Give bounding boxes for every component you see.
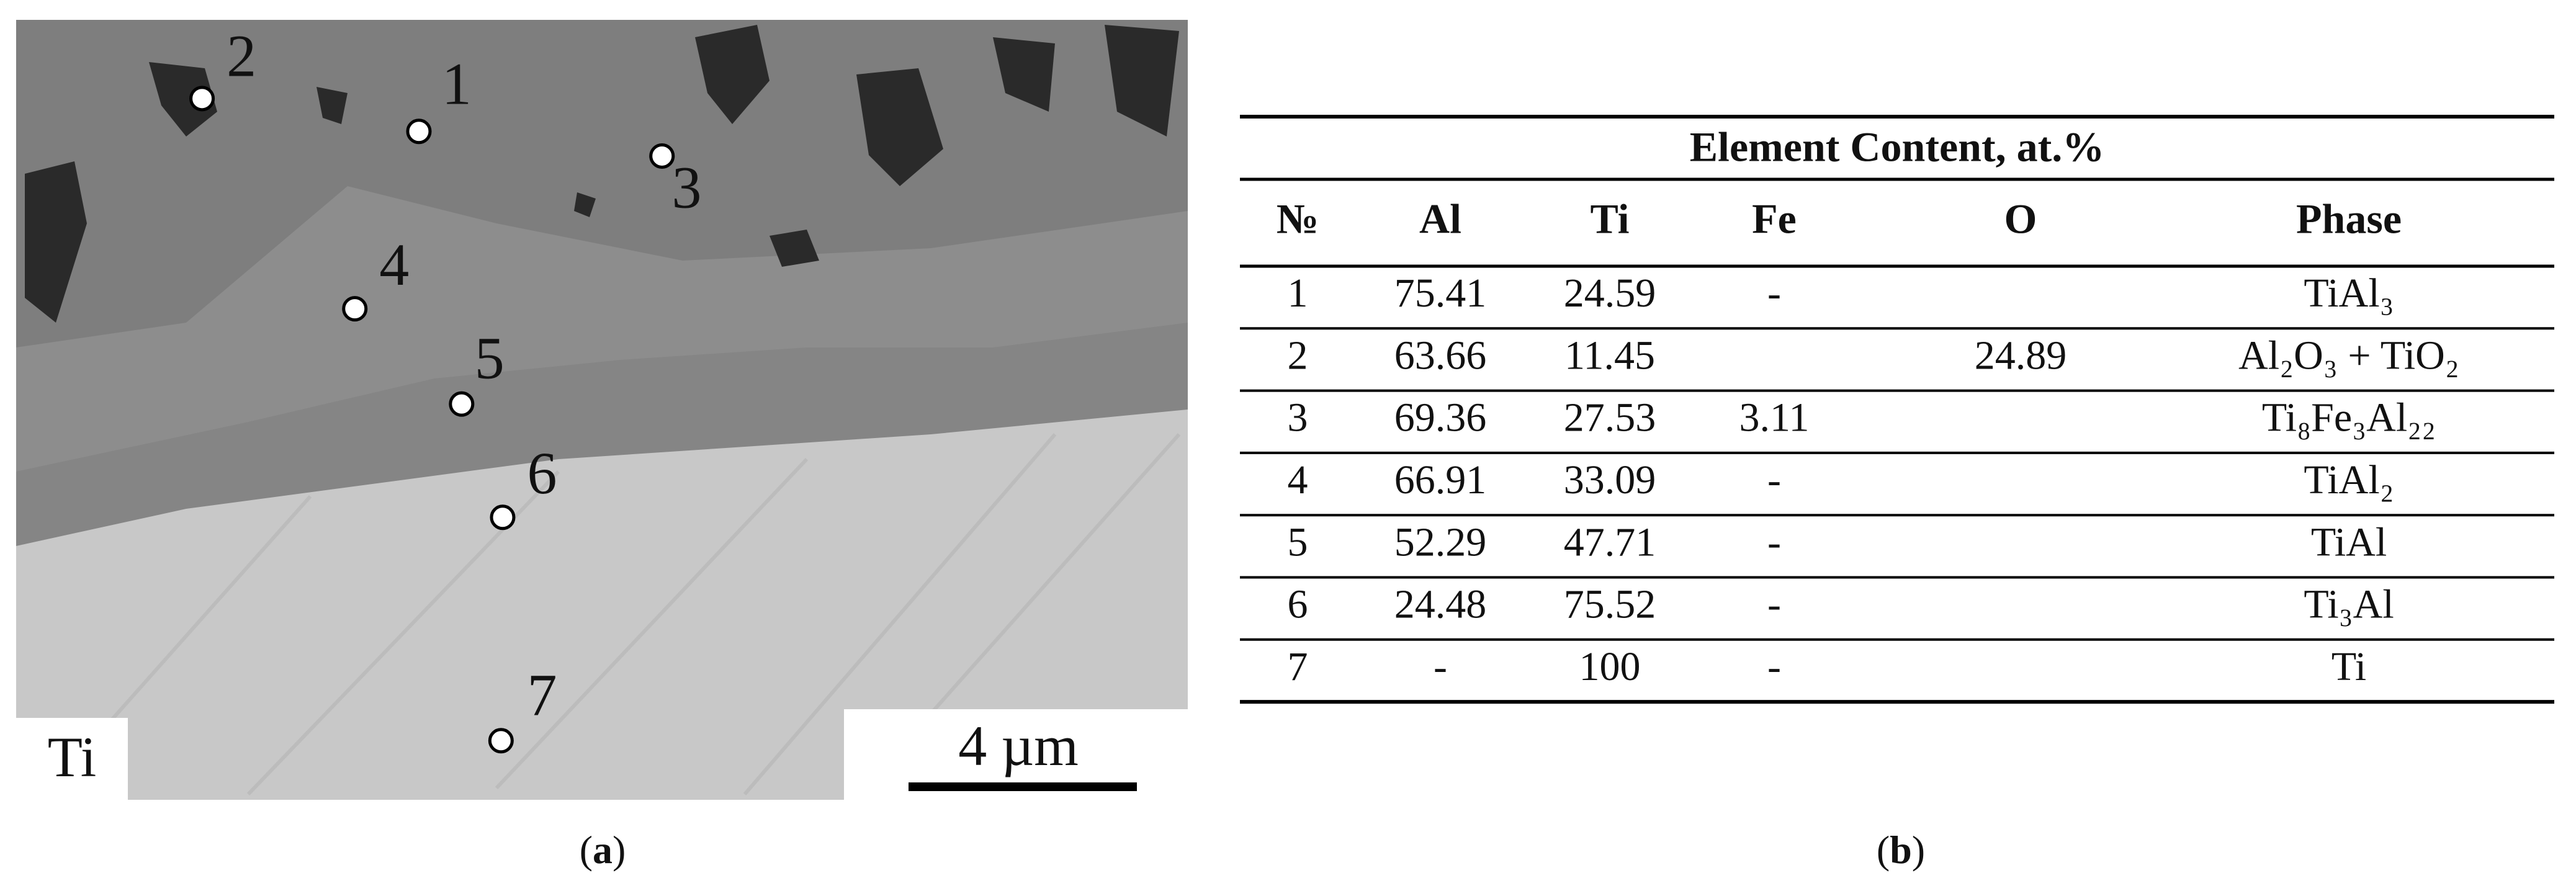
table-cell: 1: [1288, 271, 1308, 316]
table-cell: 100: [1579, 644, 1641, 689]
measure-point: [449, 391, 475, 417]
caption: (b): [1877, 828, 1925, 872]
table-cell: TiAl₂: [2304, 457, 2394, 503]
measure-point: [342, 296, 368, 322]
table-cell: 11.45: [1564, 333, 1655, 378]
table-cell: 24.89: [1975, 333, 2067, 378]
point-label: 7: [527, 661, 557, 728]
table-cell: 7: [1288, 644, 1308, 689]
table: Element Content, at.% № Al Ti Fe O Phase 1 75.41…: [1240, 115, 2554, 704]
column-header: №: [1277, 195, 1319, 243]
table-cell: 2: [1288, 333, 1308, 378]
table-cell: Al₂O₃ + TiO₂: [2238, 333, 2459, 378]
points: 1 2 3 456 7: [189, 23, 701, 754]
table-cell: Ti₈Fe₃Al₂₂: [2262, 395, 2436, 441]
caption-part: (: [1877, 828, 1890, 872]
table-cell: 4: [1288, 457, 1308, 503]
table-cell: 47.71: [1564, 519, 1656, 565]
scale-bar-label: 4 µm: [958, 714, 1079, 777]
sem-image: Ti 4 µm 1 2 3 456 7: [16, 20, 1188, 800]
column-header: Al: [1419, 195, 1461, 243]
column-header: O: [2004, 195, 2037, 243]
point-label: 4: [379, 231, 409, 298]
measure-point: [649, 143, 675, 169]
label-box: [16, 718, 128, 800]
table-cell: 33.09: [1564, 457, 1656, 503]
table-cell: 66.91: [1394, 457, 1487, 503]
caption: (a): [580, 828, 626, 872]
table-cell: -: [1767, 457, 1781, 503]
column-header: Ti: [1590, 195, 1629, 243]
measure-point: [406, 119, 432, 145]
table-cell: -: [1767, 271, 1781, 316]
measure-point: [490, 504, 516, 531]
table-cell: -: [1767, 519, 1781, 565]
point-label: 6: [527, 440, 557, 506]
table-cell: 75.41: [1394, 271, 1487, 316]
table-cell: 63.66: [1394, 333, 1487, 378]
point-label: 2: [227, 23, 256, 89]
table-cell: Ti₃Al: [2304, 582, 2394, 627]
measure-point: [488, 728, 514, 754]
column-header: Phase: [2296, 195, 2402, 243]
captions: (a) (b): [580, 828, 1925, 872]
table-cell: -: [1434, 644, 1447, 689]
table-cell: TiAl: [2311, 519, 2387, 565]
pores: [25, 25, 1179, 323]
table-cell: 24.59: [1564, 271, 1656, 316]
table-cell: 75.52: [1564, 582, 1656, 627]
table-title: Element Content, at.%: [1690, 123, 2105, 171]
table-cell: -: [1767, 644, 1781, 689]
table-cell: 3: [1288, 395, 1308, 441]
table-cell: 69.36: [1394, 395, 1487, 441]
caption-part: b: [1890, 828, 1912, 872]
table-cell: -: [1767, 582, 1781, 627]
point-label: 5: [475, 325, 505, 392]
table-cell: TiAl₃: [2304, 271, 2394, 316]
table-cell: Ti: [2331, 644, 2366, 689]
table-cell: 52.29: [1394, 519, 1487, 565]
caption-part: ): [613, 828, 626, 872]
table-cell: 27.53: [1564, 395, 1656, 441]
table-cell: 3.11: [1739, 395, 1809, 441]
table-cell: 5: [1288, 519, 1308, 565]
column-header: Fe: [1752, 195, 1797, 243]
measure-point: [189, 86, 215, 112]
material-label: Ti: [48, 725, 97, 789]
phase-region: [16, 410, 1188, 800]
table-cell: 6: [1288, 582, 1308, 627]
point-label: 1: [442, 51, 472, 117]
point-label: 3: [671, 154, 701, 220]
caption-part: (: [580, 828, 593, 872]
table-cell: 24.48: [1394, 582, 1487, 627]
caption-part: ): [1912, 828, 1925, 872]
caption-part: a: [593, 828, 613, 872]
